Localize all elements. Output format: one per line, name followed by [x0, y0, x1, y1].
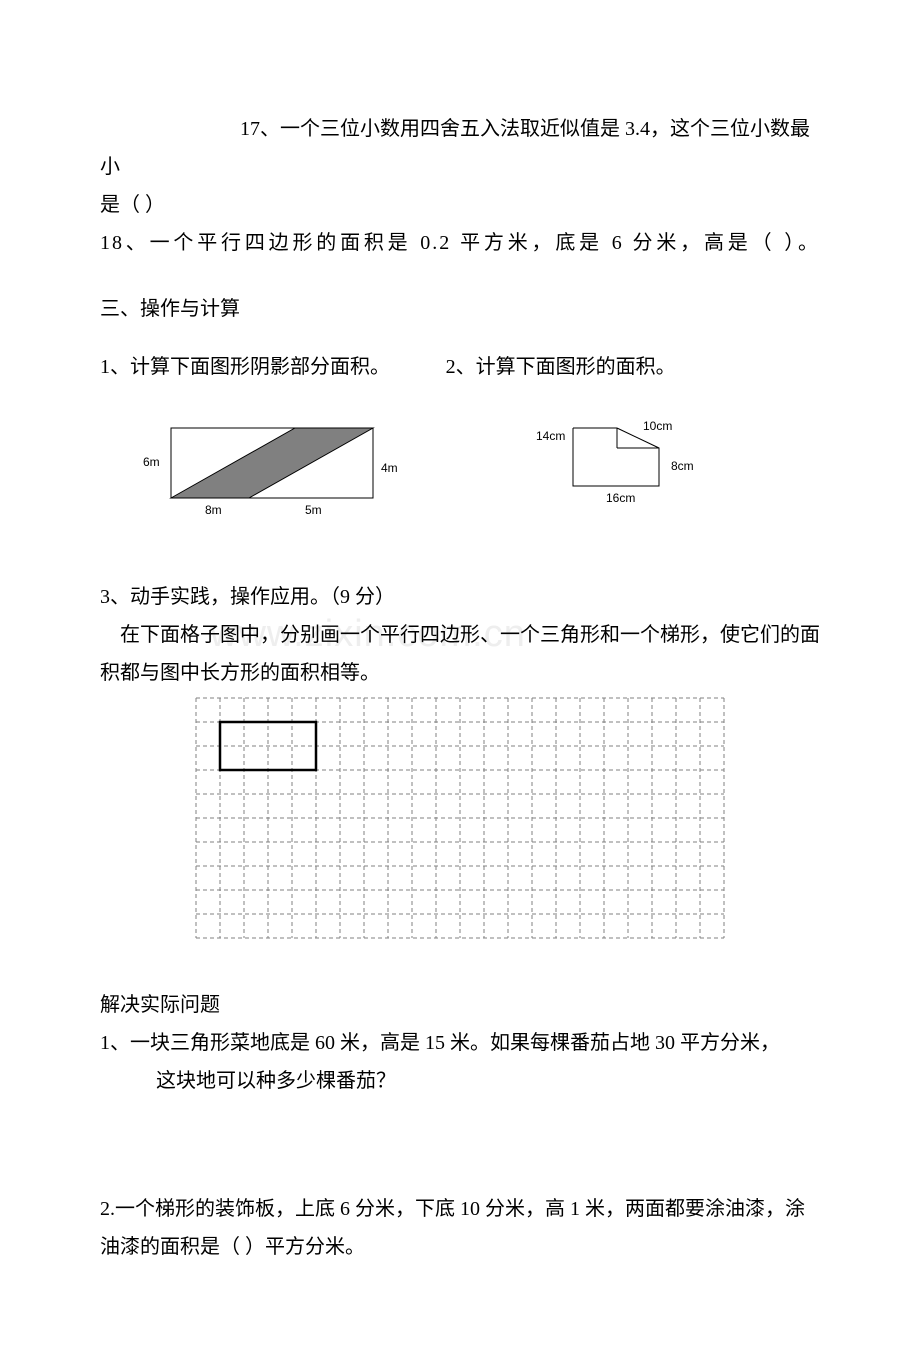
answer-grid [194, 696, 726, 940]
fig1-label-8m: 8m [205, 503, 222, 517]
section3-q2-label: 2、计算下面图形的面积。 [446, 348, 820, 386]
section-3-title: 三、操作与计算 [100, 290, 820, 328]
fig1-label-5m: 5m [305, 503, 322, 517]
section3-q3-desc: 在下面格子图中，分别画一个平行四边形、一个三角形和一个梯形，使它们的面积都与图中… [100, 616, 820, 692]
question-18: 18、一个平行四边形的面积是 0.2 平方米，底是 6 分米，高是（ ）。 [100, 224, 820, 262]
fig2-label-14cm: 14cm [536, 429, 565, 443]
solve-q1-line1: 1、一块三角形菜地底是 60 米，高是 15 米。如果每棵番茄占地 30 平方分… [100, 1024, 820, 1062]
fig2-label-8cm: 8cm [671, 459, 694, 473]
section3-q1-label: 1、计算下面图形阴影部分面积。 [100, 348, 446, 386]
fig1-label-4m: 4m [381, 461, 398, 475]
fig2-label-10cm: 10cm [643, 419, 672, 433]
fig1-label-6m: 6m [143, 455, 160, 469]
section3-q3-label: 3、动手实践，操作应用。（9 分） [100, 578, 820, 616]
figure-1-parallelogram: 6m 4m 8m 5m [133, 418, 413, 528]
solve-section-title: 解决实际问题 [100, 986, 820, 1024]
solve-q1-line2: 这块地可以种多少棵番茄？ [100, 1062, 820, 1100]
question-17-line2: 是（ ） [100, 186, 820, 224]
fig2-label-16cm: 16cm [606, 491, 635, 505]
question-17-line1: 17、一个三位小数用四舍五入法取近似值是 3.4，这个三位小数最小 [100, 110, 820, 186]
figure-2-composite: 14cm 10cm 8cm 16cm [533, 418, 733, 518]
solve-q2: 2.一个梯形的装饰板，上底 6 分米，下底 10 分米，高 1 米，两面都要涂油… [100, 1190, 820, 1266]
